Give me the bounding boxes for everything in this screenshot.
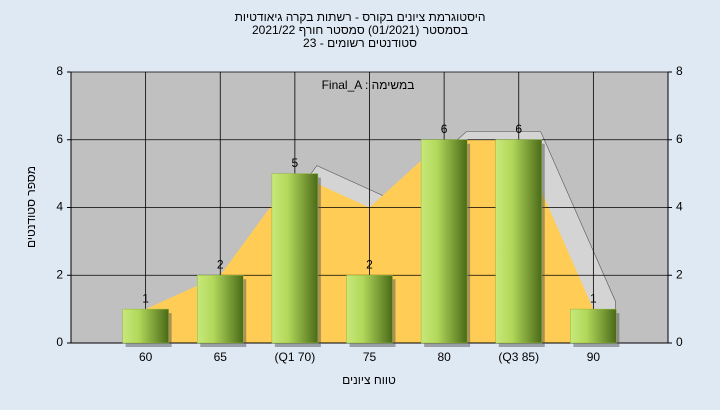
chart-subtitle: בסמסטר (01/2021) סמסטר חורף 2021/22 [252,23,468,37]
chart-subtitle: 23 - סטודנטים רשומים [303,36,417,50]
bar [197,275,244,344]
x-tick-label: (Q3 85) [498,350,539,364]
x-tick-label: 60 [139,350,153,364]
y-tick-label: 6 [56,132,63,146]
x-tick-label: 75 [363,350,377,364]
x-tick-label: 90 [587,350,601,364]
y-tick-label: 4 [56,200,63,214]
value-label: 5 [292,156,299,170]
y-tick-label: 2 [56,267,63,281]
x-tick-label: (Q1 70) [275,350,316,364]
value-label: 6 [441,122,448,136]
bar [122,308,169,344]
y2-tick-label: 6 [676,132,683,146]
x-axis-label: טווח ציונים [342,373,396,387]
value-label: 1 [142,291,149,305]
y-tick-label: 8 [56,64,63,78]
y2-tick-label: 8 [676,64,683,78]
chart-title: היסטוגרמת ציונים בקורס - רשתות בקרה גיאו… [235,10,486,24]
value-label: 2 [366,257,373,271]
bar [420,139,468,344]
annotation: Final_A : במשימה [322,78,415,92]
y2-tick-label: 2 [676,267,683,281]
bar [570,308,617,344]
x-tick-label: 65 [214,350,228,364]
value-label: 1 [590,291,597,305]
x-tick-label: 80 [437,350,451,364]
y-tick-label: 0 [56,335,63,349]
value-label: 6 [515,122,522,136]
bar [346,275,393,344]
y-axis-label: מספר סטודנטים [24,166,38,248]
y2-tick-label: 4 [676,200,683,214]
bar [271,173,319,344]
y2-tick-label: 0 [676,335,683,349]
bar [495,139,542,344]
value-label: 2 [217,257,224,271]
